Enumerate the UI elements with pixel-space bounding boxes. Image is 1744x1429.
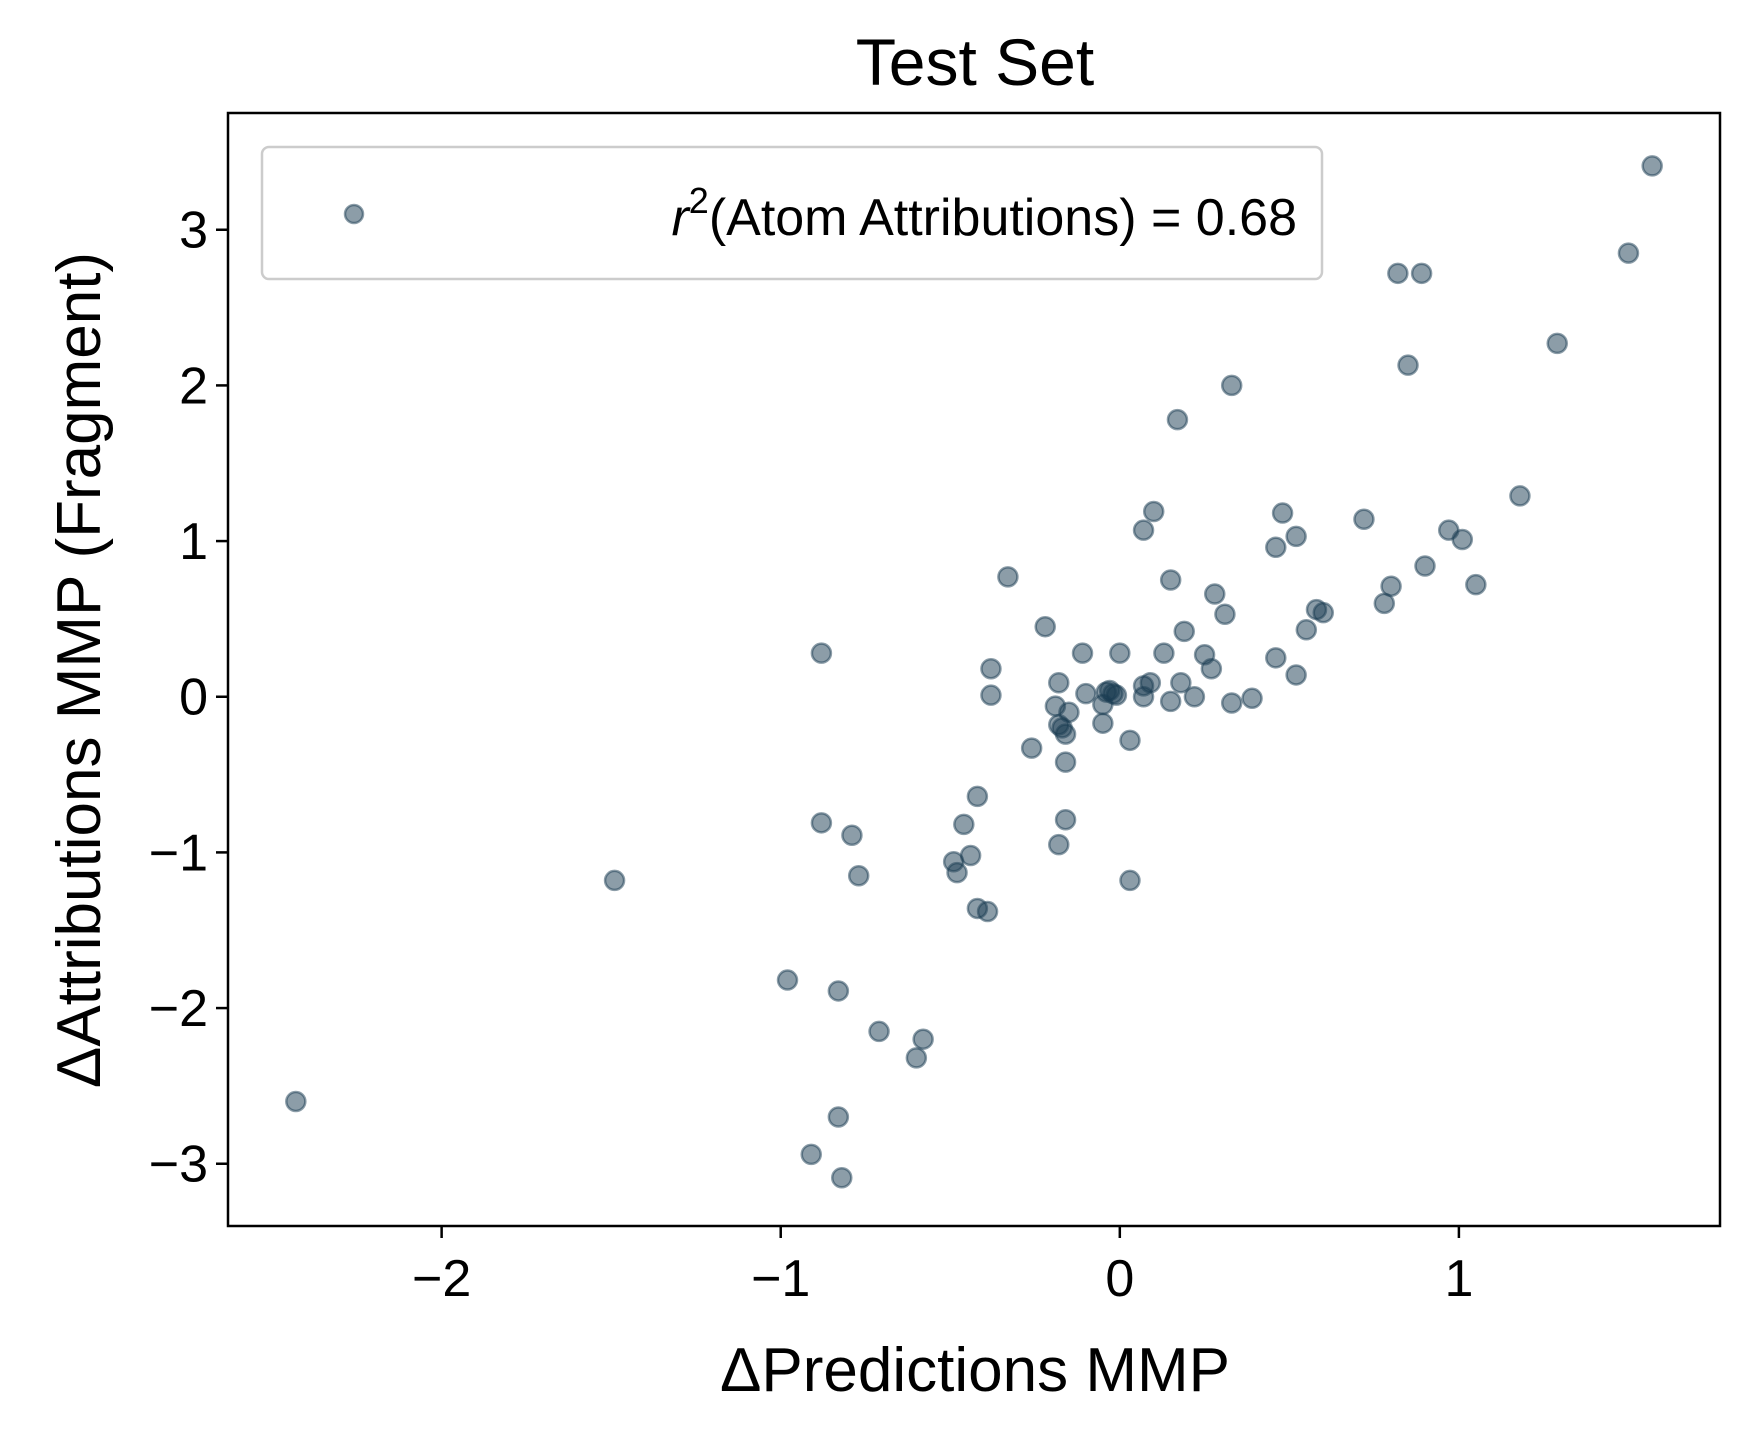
y-tick-label: 0 — [179, 669, 208, 727]
x-tick-label: −2 — [412, 1250, 471, 1308]
data-point — [1285, 664, 1307, 686]
data-point — [1020, 737, 1043, 759]
data-point — [1200, 657, 1223, 680]
legend-box — [260, 145, 1324, 281]
data-point — [1058, 701, 1080, 724]
data-point — [1092, 712, 1114, 734]
data-point — [1048, 833, 1070, 856]
data-point — [1451, 528, 1474, 551]
data-point — [1265, 536, 1287, 559]
data-point — [997, 566, 1019, 588]
data-point — [980, 657, 1002, 680]
data-point — [946, 861, 968, 884]
data-point — [1170, 671, 1192, 694]
plot-frame — [226, 111, 1722, 1228]
legend-label: r2(Atom Attributions) = 0.68 — [671, 180, 1297, 247]
legend: r2(Atom Attributions) = 0.68 — [260, 145, 1324, 281]
data-point — [1220, 692, 1243, 714]
data-point — [1159, 569, 1182, 591]
data-point — [1241, 687, 1263, 710]
chart-title: Test Set — [856, 25, 1094, 99]
data-point — [1509, 485, 1531, 507]
data-point — [868, 1020, 890, 1043]
data-point — [1071, 642, 1094, 664]
data-point — [1109, 642, 1131, 664]
data-point — [847, 865, 870, 887]
y-tick-label: 2 — [179, 357, 208, 415]
data-point — [800, 1143, 822, 1166]
data-point — [1173, 620, 1195, 643]
points-layer — [285, 155, 1663, 1189]
data-point — [966, 785, 989, 808]
y-tick-label: 1 — [179, 513, 208, 571]
data-point — [912, 1028, 934, 1050]
data-point — [603, 869, 626, 892]
data-point — [1295, 619, 1318, 641]
data-point — [905, 1047, 928, 1069]
legend-r: r — [671, 189, 691, 247]
data-point — [776, 969, 799, 991]
data-point — [1312, 601, 1335, 624]
data-point — [959, 844, 982, 867]
data-point — [1353, 508, 1375, 531]
data-point — [1546, 332, 1568, 355]
data-point — [285, 1090, 307, 1113]
data-point — [1271, 502, 1294, 524]
x-axis-label: ΔPredictions MMP — [720, 1336, 1230, 1405]
data-point — [953, 813, 975, 836]
legend-sup: 2 — [689, 180, 709, 221]
data-point — [1142, 500, 1165, 523]
data-point — [1410, 262, 1433, 285]
y-tick-label: −3 — [149, 1136, 208, 1194]
data-point — [1119, 729, 1141, 752]
y-axis-label: ΔAttributions MMP (Fragment) — [45, 252, 114, 1088]
data-point — [1641, 155, 1663, 177]
data-point — [1265, 647, 1287, 669]
legend-marker — [343, 203, 365, 225]
data-point — [831, 1166, 853, 1189]
data-point — [1220, 374, 1243, 397]
data-point — [827, 1106, 850, 1128]
data-point — [1183, 685, 1206, 708]
data-point — [1380, 575, 1402, 597]
legend-rest: (Atom Attributions) = 0.68 — [709, 189, 1297, 247]
data-point — [1204, 583, 1226, 605]
x-tick-label: 1 — [1444, 1250, 1473, 1308]
data-point — [1214, 603, 1236, 625]
data-point — [1054, 751, 1077, 773]
data-point — [1159, 690, 1182, 713]
data-point — [1054, 723, 1077, 745]
data-point — [980, 684, 1002, 706]
data-point — [1465, 573, 1487, 596]
data-point — [1119, 869, 1141, 892]
data-point — [1166, 408, 1189, 431]
data-point — [1054, 808, 1077, 831]
data-point — [1105, 684, 1128, 706]
data-point — [841, 824, 863, 847]
x-tick-label: 0 — [1105, 1250, 1134, 1308]
data-point — [810, 642, 833, 664]
data-point — [1617, 242, 1640, 264]
data-point — [1034, 615, 1056, 638]
data-point — [976, 900, 999, 923]
data-point — [810, 812, 833, 834]
data-point — [1285, 525, 1307, 548]
y-tick-label: −1 — [149, 824, 208, 882]
data-point — [1387, 262, 1409, 285]
data-point — [1414, 555, 1436, 577]
data-point — [1139, 671, 1162, 694]
data-point — [1132, 519, 1155, 541]
data-point — [827, 980, 850, 1002]
y-tick-label: 3 — [179, 202, 208, 260]
x-tick-label: −1 — [751, 1250, 810, 1308]
data-point — [1397, 354, 1419, 376]
data-point — [1048, 671, 1070, 694]
x-axis-ticks: −2 −1 0 1 — [412, 1226, 1473, 1308]
y-tick-label: −2 — [149, 980, 208, 1038]
data-point — [1153, 642, 1175, 664]
data-point — [1075, 682, 1097, 705]
y-axis-ticks: −3 −2 −1 0 1 2 3 — [149, 202, 228, 1194]
